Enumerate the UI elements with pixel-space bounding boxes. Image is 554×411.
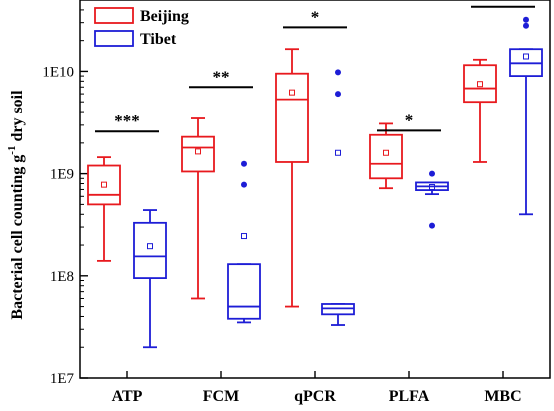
mean-marker <box>147 243 153 250</box>
mean-marker <box>383 149 389 156</box>
box-beijing-fcm <box>181 117 215 300</box>
box-iqr <box>275 72 309 163</box>
outlier-point <box>335 91 341 98</box>
mean-marker <box>289 89 295 96</box>
mean-marker <box>101 181 107 188</box>
y-axis-label: Bacterial cell counting g-1 dry soil <box>6 90 26 320</box>
outlier-point <box>429 170 435 177</box>
mean-marker <box>477 81 483 88</box>
boxes <box>87 16 543 349</box>
outlier-point <box>241 181 247 188</box>
legend-swatch-tibet <box>94 30 134 47</box>
outlier-point <box>241 160 247 167</box>
box-beijing-atp <box>87 156 121 262</box>
y-tick-label: 1E9 <box>50 167 74 183</box>
significance-label: * <box>311 7 320 26</box>
box-beijing-plfa <box>369 122 403 190</box>
outlier-point <box>523 22 529 29</box>
box-beijing-mbc <box>463 58 497 163</box>
mean-marker <box>429 183 435 190</box>
legend-label-beijing: Beijing <box>140 8 189 25</box>
y-axis-label-main: Bacterial cell counting g <box>9 155 26 320</box>
significance-label: ** <box>213 67 230 86</box>
box-iqr <box>369 133 403 180</box>
mean-marker <box>195 148 201 155</box>
box-tibet-mbc <box>509 16 543 216</box>
box-tibet-atp <box>133 209 167 349</box>
box-iqr <box>463 64 497 104</box>
box-iqr <box>227 263 261 320</box>
outlier-point <box>429 222 435 229</box>
y-tick-label: 1E8 <box>50 269 74 285</box>
x-tick-label: qPCR <box>294 388 336 405</box>
x-tick-label: FCM <box>203 388 239 405</box>
mean-marker <box>523 53 529 60</box>
significance-label: * <box>499 0 508 6</box>
outlier-point <box>523 16 529 23</box>
y-tick-label: 1E7 <box>50 371 75 387</box>
legend-swatch-beijing <box>94 7 134 24</box>
y-axis-label-tail: dry soil <box>9 90 26 146</box>
outlier-point <box>335 69 341 76</box>
box-iqr <box>133 221 167 279</box>
box-tibet-qpcr <box>321 69 355 326</box>
significance-label: *** <box>114 111 140 130</box>
significance-label: * <box>405 110 414 129</box>
y-tick-label: 1E10 <box>42 64 74 80</box>
x-tick-label: PLFA <box>389 388 430 405</box>
box-iqr <box>87 164 121 206</box>
x-tick-label: ATP <box>112 388 143 405</box>
box-beijing-qpcr <box>275 48 309 308</box>
mean-marker <box>335 149 341 156</box>
legend: Beijing Tibet <box>94 7 189 48</box>
significance-markers: ******** <box>95 0 535 133</box>
box-tibet-fcm <box>227 160 261 324</box>
legend-label-tibet: Tibet <box>140 31 177 48</box>
y-axis-label-sup: -1 <box>6 146 18 155</box>
axes: 1E7 1E8 1E9 1E10 ATP FCM qPCR PLFA MBC <box>42 0 551 405</box>
box-tibet-plfa <box>415 170 449 229</box>
x-tick-label: MBC <box>484 388 521 405</box>
mean-marker <box>241 233 247 240</box>
